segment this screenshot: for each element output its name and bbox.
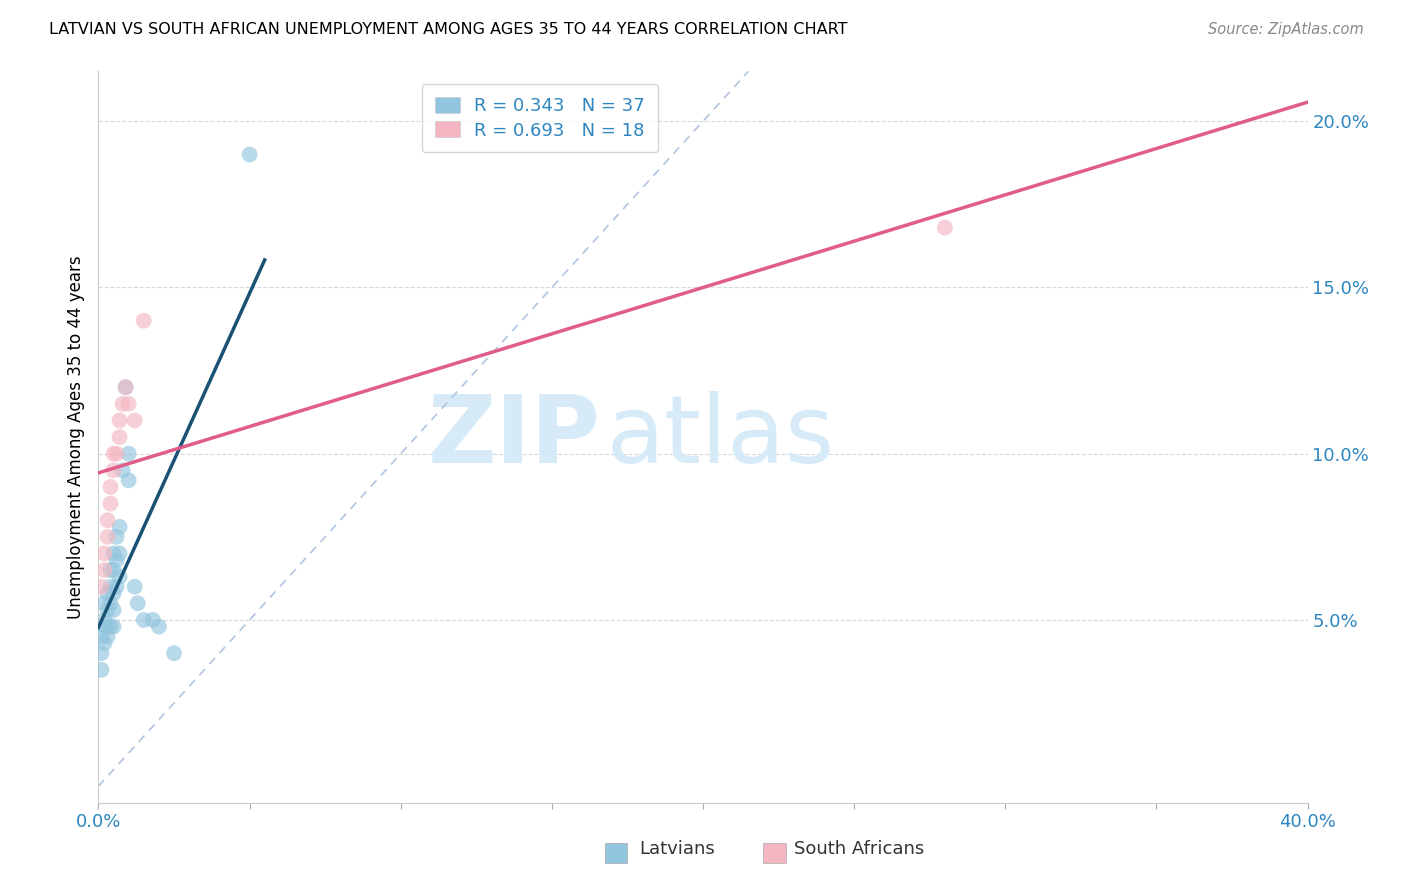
Point [93,563,115,577]
Point [100,480,122,494]
Point [108,546,131,560]
Point [96,586,118,600]
Point [108,570,131,584]
Point [934,220,956,235]
Text: Latvians: Latvians [640,840,716,858]
Point [105,580,128,594]
Point [118,447,141,461]
Point [96,630,118,644]
Point [105,553,128,567]
Point [90,580,112,594]
Point [93,636,115,650]
Point [142,613,165,627]
Point [93,596,115,610]
Point [108,430,131,444]
Point [118,397,141,411]
Point [103,563,125,577]
Point [96,530,118,544]
Legend: R = 0.343   N = 37, R = 0.693   N = 18: R = 0.343 N = 37, R = 0.693 N = 18 [422,84,658,153]
Point [118,473,141,487]
Point [111,463,134,477]
Point [132,613,155,627]
Text: LATVIAN VS SOUTH AFRICAN UNEMPLOYMENT AMONG AGES 35 TO 44 YEARS CORRELATION CHAR: LATVIAN VS SOUTH AFRICAN UNEMPLOYMENT AM… [49,22,848,37]
Point [105,530,128,544]
Text: Source: ZipAtlas.com: Source: ZipAtlas.com [1208,22,1364,37]
Point [239,147,262,161]
Point [90,663,112,677]
Point [100,619,122,633]
Point [114,380,136,394]
Point [111,397,134,411]
Point [96,619,118,633]
Point [124,413,146,427]
Text: ZIP: ZIP [427,391,600,483]
Point [90,630,112,644]
Point [96,513,118,527]
Point [100,580,122,594]
Point [148,619,170,633]
Text: atlas: atlas [606,391,835,483]
Point [108,520,131,534]
Point [93,619,115,633]
Point [108,413,131,427]
Point [100,497,122,511]
Point [100,596,122,610]
Point [90,646,112,660]
Point [127,596,149,610]
Point [103,619,125,633]
Text: South Africans: South Africans [794,840,925,858]
Point [103,603,125,617]
Point [100,563,122,577]
Point [93,546,115,560]
Point [163,646,186,660]
Point [132,314,155,328]
Point [105,447,128,461]
Point [124,580,146,594]
Point [103,546,125,560]
Point [96,603,118,617]
Point [103,463,125,477]
Y-axis label: Unemployment Among Ages 35 to 44 years: Unemployment Among Ages 35 to 44 years [66,255,84,619]
Point [103,447,125,461]
Point [93,613,115,627]
Point [114,380,136,394]
Point [103,586,125,600]
